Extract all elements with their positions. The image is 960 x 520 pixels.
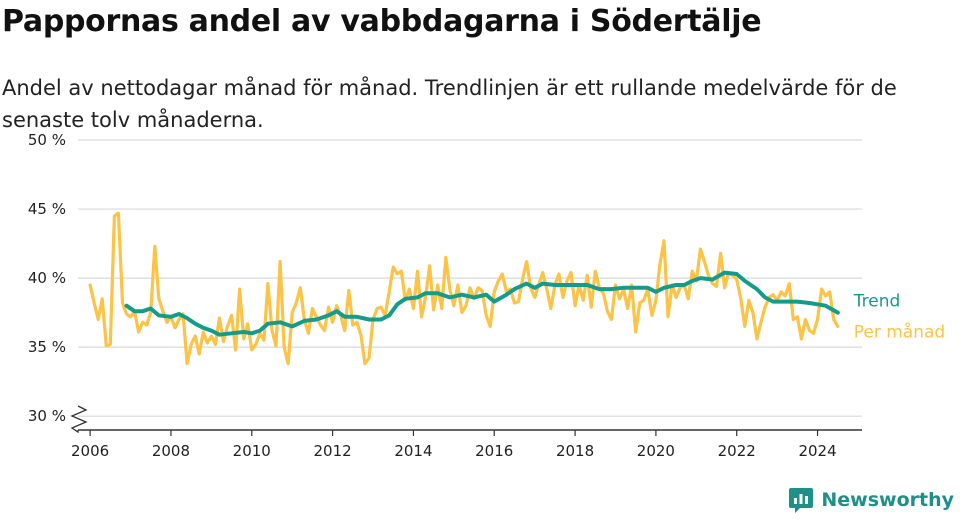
- x-tick-label: 2016: [475, 442, 513, 460]
- x-tick-label: 2014: [394, 442, 432, 460]
- y-tick-label: 30 %: [28, 407, 66, 425]
- chart-subtitle: Andel av nettodagar månad för månad. Tre…: [2, 76, 897, 132]
- series-lines: [88, 211, 840, 366]
- series-label-trend: Trend: [853, 292, 901, 312]
- x-tick-label: 2024: [798, 442, 836, 460]
- series-label-monthly: Per månad: [854, 321, 945, 342]
- series-line-monthly: [88, 211, 840, 366]
- series-labels: Per månad Trend: [853, 292, 945, 343]
- brand-name: Newsworthy: [821, 489, 954, 511]
- series-line-trend: [124, 270, 840, 337]
- x-tick-label: 2006: [71, 442, 109, 460]
- x-tick-label: 2018: [556, 442, 594, 460]
- newsworthy-logo-icon: [789, 488, 814, 513]
- x-tick-label: 2020: [637, 442, 675, 460]
- x-tick-label: 2012: [314, 442, 352, 460]
- y-tick-label: 40 %: [28, 269, 66, 287]
- y-tick-label: 50 %: [28, 131, 66, 149]
- brand-logo: Newsworthy: [788, 486, 954, 514]
- chart-title: Pappornas andel av vabbdagarna i Södertä…: [2, 4, 762, 39]
- y-tick-label: 45 %: [28, 200, 66, 218]
- gridlines: [78, 139, 862, 417]
- y-tick-label: 35 %: [28, 338, 66, 356]
- x-tick-label: 2008: [152, 442, 190, 460]
- x-tick-label: 2022: [718, 442, 756, 460]
- axis-break-icon: [70, 405, 88, 434]
- axes: 30 % 35 % 40 % 45 % 50 % 2006 2008 2010 2012 2014…: [28, 131, 862, 460]
- x-tick-label: 2010: [233, 442, 271, 460]
